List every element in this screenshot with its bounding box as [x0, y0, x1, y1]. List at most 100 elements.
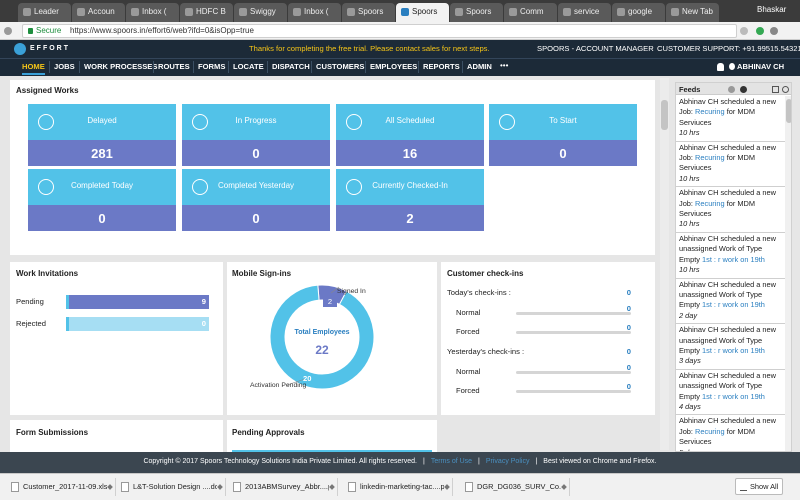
work-tile[interactable]: Completed Yesterday 0: [182, 169, 330, 231]
download-item[interactable]: 2013ABMSurvey_Abbr....pdf: [230, 478, 338, 496]
browser-tab[interactable]: Spoors: [450, 3, 503, 22]
feed-link[interactable]: Recuring: [695, 426, 725, 436]
tile-icon: [192, 179, 208, 195]
download-item[interactable]: DGR_DG036_SURV_Co....pdf: [462, 478, 570, 496]
feed-link[interactable]: 1st : r work on 19th: [702, 391, 765, 401]
tile-value: 281: [91, 146, 113, 161]
work-tile[interactable]: Completed Today 0: [28, 169, 176, 231]
segment-value: 2: [327, 297, 333, 306]
feed-item[interactable]: Abhinav CH scheduled a new Job: Recuring…: [676, 142, 785, 188]
feed-text: for MDM Serviuces: [679, 107, 756, 127]
feed-link[interactable]: Recuring: [695, 198, 725, 208]
browser-tab[interactable]: service: [558, 3, 611, 22]
address-field[interactable]: [22, 24, 737, 38]
terms-link[interactable]: Terms of Use: [430, 458, 473, 465]
assigned-works-panel: Assigned Works Delayed 281 In Progress 0 All …: [10, 80, 655, 255]
privacy-link[interactable]: Privacy Policy: [485, 458, 530, 465]
nav-user[interactable]: ABHINAV CH: [737, 62, 785, 71]
file-icon: [11, 482, 19, 492]
feed-time: 3 days: [679, 356, 701, 366]
feed-item[interactable]: Abhinav CH scheduled a new unassigned Wo…: [676, 324, 785, 370]
tab-title: New Tab: [682, 7, 713, 16]
feeds-refresh-icon[interactable]: [782, 86, 789, 93]
bell-icon[interactable]: [717, 63, 724, 71]
download-item[interactable]: L&T-Solution Design ....docx: [118, 478, 226, 496]
tab-icon: [131, 8, 139, 16]
nav-item[interactable]: CUSTOMERS: [316, 62, 365, 71]
panel-title: Customer check-ins: [447, 269, 524, 278]
feed-item[interactable]: Abhinav CH scheduled a new Job: Recuring…: [676, 96, 785, 142]
tile-label: All Scheduled: [385, 116, 435, 125]
work-tile[interactable]: In Progress 0: [182, 104, 330, 166]
browser-tab[interactable]: Inbox (: [288, 3, 341, 22]
segment-value-badge: [323, 295, 337, 307]
show-all-button[interactable]: Show All: [735, 478, 783, 495]
star-icon[interactable]: [740, 27, 748, 35]
feeds-scroll-thumb[interactable]: [786, 99, 791, 123]
nav-item[interactable]: REPORTS: [423, 62, 460, 71]
feed-item[interactable]: Abhinav CH scheduled a new Job: Recuring…: [676, 187, 785, 233]
work-tile[interactable]: All Scheduled 16: [336, 104, 484, 166]
feeds-close-icon[interactable]: [728, 86, 735, 93]
browser-tab[interactable]: New Tab: [666, 3, 719, 22]
feed-item[interactable]: Abhinav CH scheduled a new unassigned Wo…: [676, 370, 785, 416]
file-name: linkedin-marketing-tac....pdf: [360, 482, 444, 491]
work-tile[interactable]: Delayed 281: [28, 104, 176, 166]
browser-tab[interactable]: google: [612, 3, 665, 22]
nav-item[interactable]: EMPLOYEES: [370, 62, 418, 71]
feed-time: 10 hrs: [679, 219, 700, 229]
checkin-group-value: 0: [626, 288, 631, 297]
nav-item[interactable]: JOBS: [54, 62, 75, 71]
tab-icon: [671, 8, 679, 16]
checkin-row-value: 0: [626, 382, 631, 391]
feed-link[interactable]: 1st : r work on 19th: [702, 300, 765, 310]
browser-tab[interactable]: HDFC B: [180, 3, 233, 22]
tile-label: Completed Yesterday: [217, 181, 295, 190]
tab-title: google: [628, 7, 653, 16]
nav-item[interactable]: HOME: [22, 62, 45, 75]
invitation-track: 9: [66, 295, 209, 309]
feed-link[interactable]: 1st : r work on 19th: [702, 254, 765, 264]
progress-strip: [232, 450, 432, 452]
feed-item[interactable]: Abhinav CH scheduled a new Job: Recuring…: [676, 415, 785, 451]
download-item[interactable]: Customer_2017-11-09.xls: [8, 478, 116, 496]
browser-tab[interactable]: Spoors: [342, 3, 395, 22]
feed-link[interactable]: Recuring: [695, 153, 725, 163]
panel-title: Pending Approvals: [232, 428, 305, 437]
work-tile[interactable]: Currently Checked-In 2: [336, 169, 484, 231]
nav-item[interactable]: ADMIN: [467, 62, 492, 71]
feed-link[interactable]: 1st : r work on 19th: [702, 345, 765, 355]
nav-separator: [153, 61, 154, 73]
browser-tab[interactable]: Spoors: [396, 3, 449, 22]
url-text: https://www.spoors.in/effort6/web?ifd=0&…: [70, 26, 254, 35]
footer-line: Copyright © 2017 Spoors Technology Solut…: [0, 458, 800, 465]
nav-separator: [193, 61, 194, 73]
browser-tab[interactable]: Leader: [18, 3, 71, 22]
feed-item[interactable]: Abhinav CH scheduled a new unassigned Wo…: [676, 233, 785, 279]
nav-item[interactable]: ROUTES: [158, 62, 190, 71]
tile-value: 0: [252, 211, 260, 226]
back-button[interactable]: [4, 27, 12, 35]
feed-link[interactable]: Recuring: [695, 107, 725, 117]
nav-more[interactable]: •••: [500, 61, 509, 70]
browser-tab[interactable]: Inbox (: [126, 3, 179, 22]
page-scroll-thumb[interactable]: [661, 100, 668, 130]
download-item[interactable]: linkedin-marketing-tac....pdf: [345, 478, 453, 496]
feeds-popout-icon[interactable]: [772, 86, 779, 93]
tab-icon: [185, 8, 193, 16]
feed-time: 10 hrs: [679, 265, 700, 275]
feeds-play-icon[interactable]: [740, 86, 747, 93]
nav-item[interactable]: DISPATCH: [272, 62, 310, 71]
feed-item[interactable]: Abhinav CH scheduled a new unassigned Wo…: [676, 279, 785, 325]
browser-tab[interactable]: Accoun: [72, 3, 125, 22]
nav-item[interactable]: FORMS: [198, 62, 226, 71]
feed-time: 4 days: [679, 401, 701, 411]
tab-icon: [401, 8, 409, 16]
invitation-value: 9: [201, 297, 206, 306]
footer: Copyright © 2017 Spoors Technology Solut…: [0, 452, 800, 473]
work-tile[interactable]: To Start 0: [489, 104, 637, 166]
browser-tab[interactable]: Comm: [504, 3, 557, 22]
nav-item[interactable]: WORK PROCESSES: [84, 62, 158, 71]
browser-tab[interactable]: Swiggy: [234, 3, 287, 22]
nav-item[interactable]: LOCATE: [233, 62, 264, 71]
